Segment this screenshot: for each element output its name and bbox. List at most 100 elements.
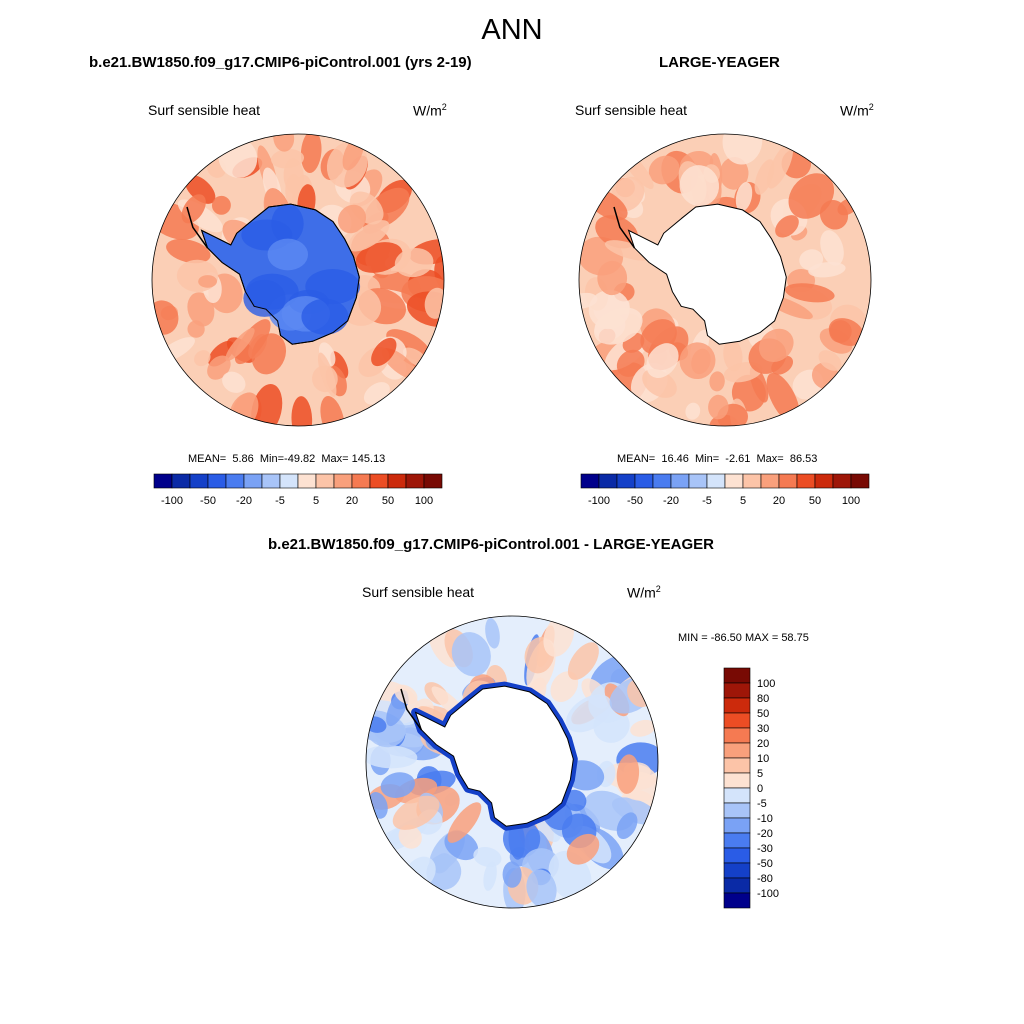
contour-patch bbox=[225, 328, 255, 361]
contour-patch bbox=[595, 215, 639, 249]
contour-patch bbox=[485, 618, 500, 649]
colorbar-tick-label: 5 bbox=[313, 495, 319, 507]
colorbar-box bbox=[723, 772, 751, 789]
colorbar-box bbox=[723, 697, 751, 714]
colorbar-box bbox=[423, 473, 443, 489]
panel1-case-title: b.e21.BW1850.f09_g17.CMIP6-piControl.001… bbox=[89, 54, 472, 71]
contour-patch bbox=[679, 165, 720, 207]
contour-patch bbox=[597, 260, 628, 296]
contour-patch bbox=[604, 240, 652, 261]
contour-patch bbox=[579, 292, 598, 309]
colorbar-box bbox=[634, 473, 654, 489]
peninsula-outline bbox=[186, 206, 209, 249]
colorbar-box bbox=[723, 667, 751, 684]
colorbar-box bbox=[405, 473, 425, 489]
colorbar-box bbox=[351, 473, 371, 489]
colorbar-box bbox=[723, 847, 751, 864]
panel2-case-title: LARGE-YEAGER bbox=[659, 54, 780, 71]
colorbar-box bbox=[261, 473, 281, 489]
panel1-stats: MEAN= 5.86 Min=-49.82 Max= 145.13 bbox=[188, 453, 386, 465]
colorbar-box bbox=[723, 862, 751, 879]
colorbar-tick-label: -50 bbox=[757, 858, 773, 870]
contour-patch bbox=[207, 355, 231, 380]
contour-patch bbox=[283, 158, 304, 194]
colorbar-tick-label: 100 bbox=[757, 678, 775, 690]
colorbar-box bbox=[670, 473, 690, 489]
contour-patch bbox=[642, 368, 677, 398]
colorbar-box bbox=[760, 473, 780, 489]
colorbar-tick-label: -20 bbox=[757, 828, 773, 840]
colorbar-box bbox=[724, 473, 744, 489]
colorbar-box bbox=[207, 473, 227, 489]
contour-patch bbox=[723, 339, 743, 372]
colorbar-tick-label: -10 bbox=[757, 813, 773, 825]
colorbar-box bbox=[333, 473, 353, 489]
colorbar-box bbox=[706, 473, 726, 489]
colorbar-tick-label: 50 bbox=[757, 708, 769, 720]
colorbar-box bbox=[723, 742, 751, 759]
colorbar-box bbox=[297, 473, 317, 489]
contour-patch bbox=[685, 402, 701, 420]
colorbar-box bbox=[688, 473, 708, 489]
colorbar-tick-label: -100 bbox=[161, 495, 183, 507]
contour-patch bbox=[820, 230, 844, 266]
contour-patch bbox=[567, 642, 599, 680]
contour-patch bbox=[788, 173, 835, 219]
map-boundary bbox=[151, 133, 445, 427]
contour-patch bbox=[392, 795, 440, 830]
colorbar-tick-label: 20 bbox=[773, 495, 785, 507]
panel2-colorbar: -100 -50 -20 -5 5 20 50 100 bbox=[580, 473, 870, 507]
panel2-units-label: W/m2 bbox=[840, 102, 874, 119]
colorbar-box bbox=[580, 473, 600, 489]
colorbar-tick-label: 20 bbox=[757, 738, 769, 750]
contour-patch bbox=[722, 134, 763, 165]
main-title: ANN bbox=[481, 14, 543, 46]
colorbar-box bbox=[153, 473, 173, 489]
colorbar-tick-label: 50 bbox=[809, 495, 821, 507]
contour-patch bbox=[502, 861, 522, 888]
contour-patch bbox=[679, 342, 716, 380]
panel2-stats: MEAN= 16.46 Min= -2.61 Max= 86.53 bbox=[617, 453, 818, 465]
contour-patch bbox=[799, 249, 824, 271]
contour-patch bbox=[550, 671, 579, 703]
colorbar-box bbox=[723, 787, 751, 804]
colorbar-box bbox=[652, 473, 672, 489]
land-patch bbox=[267, 238, 309, 271]
contour-patch bbox=[166, 238, 211, 264]
peninsula-outline bbox=[613, 206, 636, 249]
contour-patch bbox=[337, 204, 367, 234]
panel1-colorbar: -100 -50 -20 -5 5 20 50 100 bbox=[153, 473, 443, 507]
contour-patch bbox=[291, 396, 313, 426]
colorbar-tick-label: -50 bbox=[627, 495, 643, 507]
contour-patch bbox=[317, 352, 337, 398]
contour-patch bbox=[184, 174, 216, 204]
contour-patch bbox=[566, 833, 600, 865]
contour-patch bbox=[630, 719, 656, 737]
colorbar-box bbox=[387, 473, 407, 489]
colorbar-tick-label: 5 bbox=[757, 768, 763, 780]
panel3-minmax: MIN = -86.50 MAX = 58.75 bbox=[678, 632, 809, 644]
contour-patch bbox=[473, 846, 502, 868]
colorbar-box bbox=[598, 473, 618, 489]
peninsula-outline bbox=[400, 688, 423, 731]
colorbar-tick-label: -50 bbox=[200, 495, 216, 507]
contour-patch bbox=[181, 194, 206, 224]
panel3-polar-map bbox=[365, 615, 659, 909]
colorbar-box bbox=[723, 802, 751, 819]
panel3-units-label: W/m2 bbox=[627, 584, 661, 601]
colorbar-box bbox=[315, 473, 335, 489]
contour-patch bbox=[828, 318, 864, 346]
contour-patch bbox=[451, 632, 491, 677]
panel2-variable-label: Surf sensible heat bbox=[575, 102, 688, 118]
contour-patch bbox=[371, 337, 397, 367]
colorbar-tick-label: -20 bbox=[236, 495, 252, 507]
contour-patch bbox=[594, 307, 643, 345]
colorbar-box bbox=[850, 473, 870, 489]
contour-patch bbox=[566, 694, 612, 733]
contour-patch bbox=[483, 861, 497, 891]
contour-patch bbox=[394, 248, 434, 278]
contour-patch bbox=[616, 812, 638, 839]
colorbar-box bbox=[723, 832, 751, 849]
contour-patch bbox=[426, 854, 462, 890]
colorbar-box bbox=[243, 473, 263, 489]
